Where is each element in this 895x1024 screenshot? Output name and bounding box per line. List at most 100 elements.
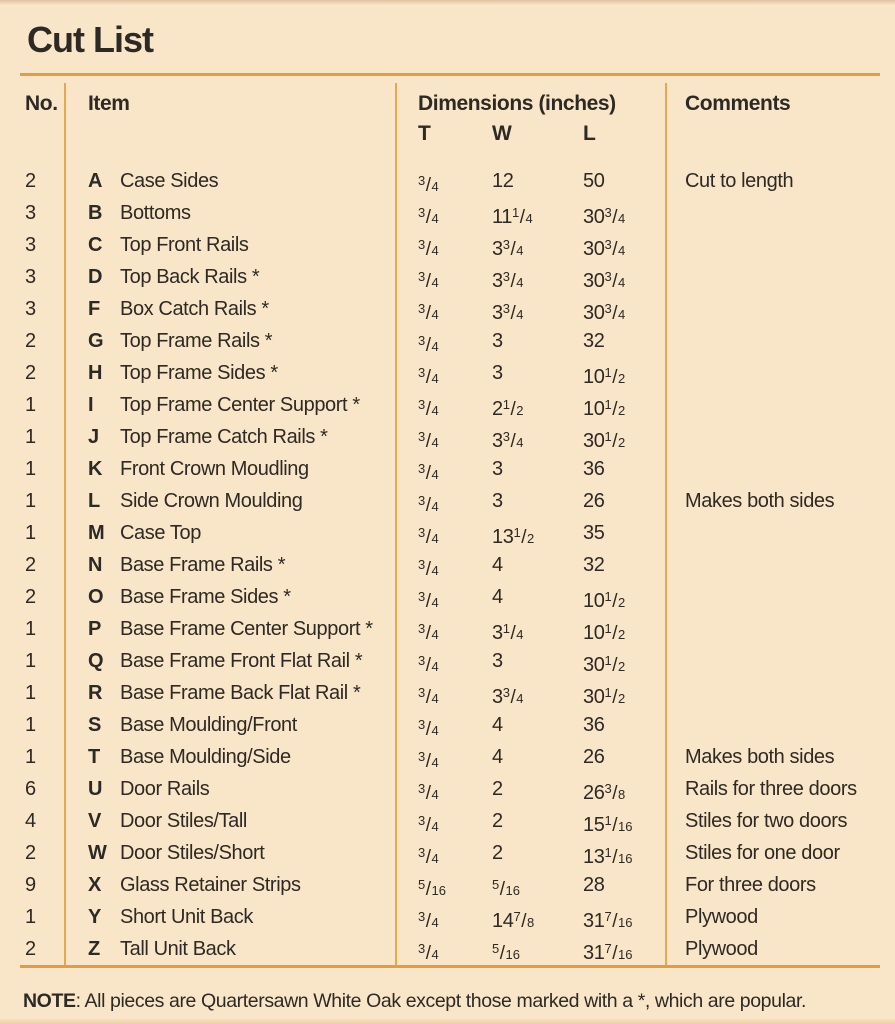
cell-part-letter: Q <box>64 645 118 677</box>
cell-thickness: 3/4 <box>395 229 470 261</box>
cell-item-name: Short Unit Back <box>120 906 253 928</box>
column-header-item: Item <box>64 83 395 120</box>
cell-comment: Stiles for two doors <box>665 805 880 837</box>
cell-width: 3 <box>492 362 503 384</box>
cell-part-letter: P <box>64 613 118 645</box>
cell-length: 35 <box>583 522 605 544</box>
cell-quantity: 1 <box>25 682 36 704</box>
cell-comment: Rails for three doors <box>665 773 880 805</box>
cell-item-name: Top Frame Catch Rails * <box>120 426 328 448</box>
cell-thickness: 3/4 <box>395 261 470 293</box>
cell-item-name: Base Frame Center Support * <box>120 618 373 640</box>
cell-width: 2 <box>492 778 503 800</box>
cell-part-letter: C <box>64 229 118 261</box>
cell-item-name: Door Stiles/Tall <box>120 810 247 832</box>
cell-item-name: Front Crown Moudling <box>120 458 309 480</box>
cell-width: 111/4 <box>492 205 533 228</box>
cell-quantity: 2 <box>25 938 36 960</box>
column-header-length: L <box>583 122 596 145</box>
cell-width: 4 <box>492 714 503 736</box>
cell-quantity: 2 <box>25 842 36 864</box>
column-header-dimensions: Dimensions (inches) <box>395 83 665 120</box>
cell-thickness: 5/16 <box>395 869 470 901</box>
cell-width: 131/2 <box>492 525 535 548</box>
top-rule-divider <box>20 73 880 76</box>
cell-length: 101/2 <box>583 589 626 612</box>
cell-comment <box>665 613 880 645</box>
cell-part-letter: H <box>64 357 118 389</box>
cell-item-name: Bottoms <box>120 202 191 224</box>
cell-length: 303/4 <box>583 269 626 292</box>
cell-quantity: 1 <box>25 490 36 512</box>
cell-thickness: 3/4 <box>395 421 470 453</box>
cell-thickness: 3/4 <box>395 581 470 613</box>
cell-comment: Plywood <box>665 901 880 933</box>
cell-part-letter: M <box>64 517 118 549</box>
column-header-no: No. <box>25 92 58 115</box>
cell-quantity: 1 <box>25 746 36 768</box>
cell-comment <box>665 421 880 453</box>
cell-part-letter: U <box>64 773 118 805</box>
page-top-edge <box>0 0 895 5</box>
cell-width: 4 <box>492 746 503 768</box>
cell-quantity: 6 <box>25 778 36 800</box>
cell-length: 131/16 <box>583 845 633 868</box>
cell-part-letter: V <box>64 805 118 837</box>
cell-length: 301/2 <box>583 685 626 708</box>
cell-comment <box>665 677 880 709</box>
cell-item-name: Glass Retainer Strips <box>120 874 301 896</box>
cell-part-letter: B <box>64 197 118 229</box>
cell-width: 3 <box>492 458 503 480</box>
cell-item-name: Door Stiles/Short <box>120 842 265 864</box>
cell-width: 5/16 <box>492 877 520 900</box>
cell-part-letter: N <box>64 549 118 581</box>
cell-quantity: 3 <box>25 298 36 320</box>
cell-length: 303/4 <box>583 301 626 324</box>
cell-thickness: 3/4 <box>395 709 470 741</box>
cell-width: 3 <box>492 650 503 672</box>
cell-comment: For three doors <box>665 869 880 901</box>
cell-thickness: 3/4 <box>395 517 470 549</box>
cell-quantity: 3 <box>25 202 36 224</box>
cell-thickness: 3/4 <box>395 325 470 357</box>
cell-comment <box>665 645 880 677</box>
cell-quantity: 3 <box>25 234 36 256</box>
cell-thickness: 3/4 <box>395 165 470 197</box>
cell-item-name: Base Frame Sides * <box>120 586 291 608</box>
cell-part-letter: G <box>64 325 118 357</box>
cell-width: 33/4 <box>492 429 524 452</box>
cell-width: 33/4 <box>492 685 524 708</box>
cell-part-letter: O <box>64 581 118 613</box>
cell-item-name: Box Catch Rails * <box>120 298 269 320</box>
cell-width: 4 <box>492 554 503 576</box>
cell-comment <box>665 549 880 581</box>
cell-item-name: Base Frame Back Flat Rail * <box>120 682 361 704</box>
cell-comment <box>665 229 880 261</box>
cell-thickness: 3/4 <box>395 837 470 869</box>
cell-length: 301/2 <box>583 653 626 676</box>
cell-part-letter: D <box>64 261 118 293</box>
cell-thickness: 3/4 <box>395 549 470 581</box>
cell-item-name: Base Moulding/Front <box>120 714 297 736</box>
cell-comment <box>665 517 880 549</box>
cell-thickness: 3/4 <box>395 773 470 805</box>
cell-quantity: 9 <box>25 874 36 896</box>
cell-thickness: 3/4 <box>395 677 470 709</box>
cell-item-name: Top Back Rails * <box>120 266 260 288</box>
cell-part-letter: Z <box>64 933 118 965</box>
cell-width: 2 <box>492 810 503 832</box>
column-header-width: W <box>492 122 512 145</box>
cell-item-name: Door Rails <box>120 778 210 800</box>
subheader-spacer-no <box>20 120 64 165</box>
cell-quantity: 1 <box>25 650 36 672</box>
cell-quantity: 1 <box>25 714 36 736</box>
cell-quantity: 2 <box>25 554 36 576</box>
cell-thickness: 3/4 <box>395 485 470 517</box>
cell-length: 36 <box>583 458 605 480</box>
cell-part-letter: R <box>64 677 118 709</box>
cell-comment <box>665 197 880 229</box>
cell-width: 5/16 <box>492 941 520 964</box>
cell-item-name: Top Frame Rails * <box>120 330 273 352</box>
column-header-thickness: T <box>395 120 470 165</box>
cell-comment: Makes both sides <box>665 485 880 517</box>
